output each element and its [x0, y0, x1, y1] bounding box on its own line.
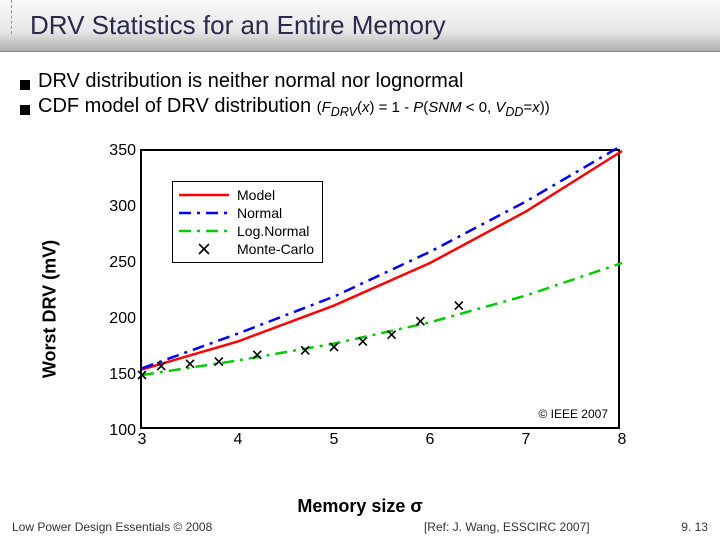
x-tick: 8	[618, 427, 627, 449]
title-bar: DRV Statistics for an Entire Memory	[0, 0, 720, 52]
x-tick: 7	[522, 427, 531, 449]
x-tick: 4	[234, 427, 243, 449]
legend-label: Model	[237, 187, 275, 203]
decorative-stripe	[0, 0, 12, 34]
footer-ref: [Ref: J. Wang, ESSCIRC 2007]	[424, 520, 590, 534]
y-tick: 300	[109, 198, 142, 216]
series-line	[142, 263, 622, 375]
marker-x	[455, 302, 463, 310]
legend-label: Monte-Carlo	[237, 241, 314, 257]
legend-item: Log.Normal	[179, 222, 314, 240]
legend-item: Monte-Carlo	[179, 240, 314, 258]
y-tick: 350	[109, 142, 142, 160]
marker-x	[215, 358, 223, 366]
bullet-icon	[20, 105, 30, 115]
x-tick: 5	[330, 427, 339, 449]
x-tick: 6	[426, 427, 435, 449]
chart-copyright: © IEEE 2007	[538, 407, 608, 421]
marker-x	[416, 317, 424, 325]
legend-label: Log.Normal	[237, 223, 309, 239]
y-tick: 250	[109, 254, 142, 272]
y-tick: 200	[109, 310, 142, 328]
bullet-icon	[20, 80, 30, 90]
x-tick: 3	[138, 427, 147, 449]
legend-swatch	[179, 224, 229, 238]
bullet-list: DRV distribution is neither normal nor l…	[0, 52, 720, 119]
legend-swatch	[179, 242, 229, 256]
bullet-text: DRV distribution is neither normal nor l…	[38, 70, 463, 93]
footer: Low Power Design Essentials © 2008 [Ref:…	[12, 520, 708, 534]
marker-x	[186, 360, 194, 368]
plot-area: Model Normal Log.Normal Monte-Carlo © IEEE …	[140, 149, 620, 429]
legend-swatch	[179, 206, 229, 220]
legend-item: Model	[179, 186, 314, 204]
bullet-item: CDF model of DRV distribution (FDRV(x) =…	[20, 95, 700, 119]
drv-chart: Worst DRV (mV) ModelNormalLog.NormalMont…	[80, 149, 640, 469]
footer-right: 9. 13	[681, 520, 708, 534]
legend-swatch	[179, 188, 229, 202]
legend: Model Normal Log.Normal Monte-Carlo	[172, 181, 323, 263]
y-axis-label: Worst DRV (mV)	[40, 240, 61, 378]
marker-x	[359, 337, 367, 345]
footer-left: Low Power Design Essentials © 2008	[12, 520, 212, 534]
y-tick: 150	[109, 366, 142, 384]
bullet-item: DRV distribution is neither normal nor l…	[20, 70, 700, 93]
bullet-text: CDF model of DRV distribution (FDRV(x) =…	[38, 95, 550, 119]
page-title: DRV Statistics for an Entire Memory	[30, 10, 446, 41]
legend-item: Normal	[179, 204, 314, 222]
x-axis-label: Memory size σ	[297, 496, 422, 517]
legend-label: Normal	[237, 205, 282, 221]
